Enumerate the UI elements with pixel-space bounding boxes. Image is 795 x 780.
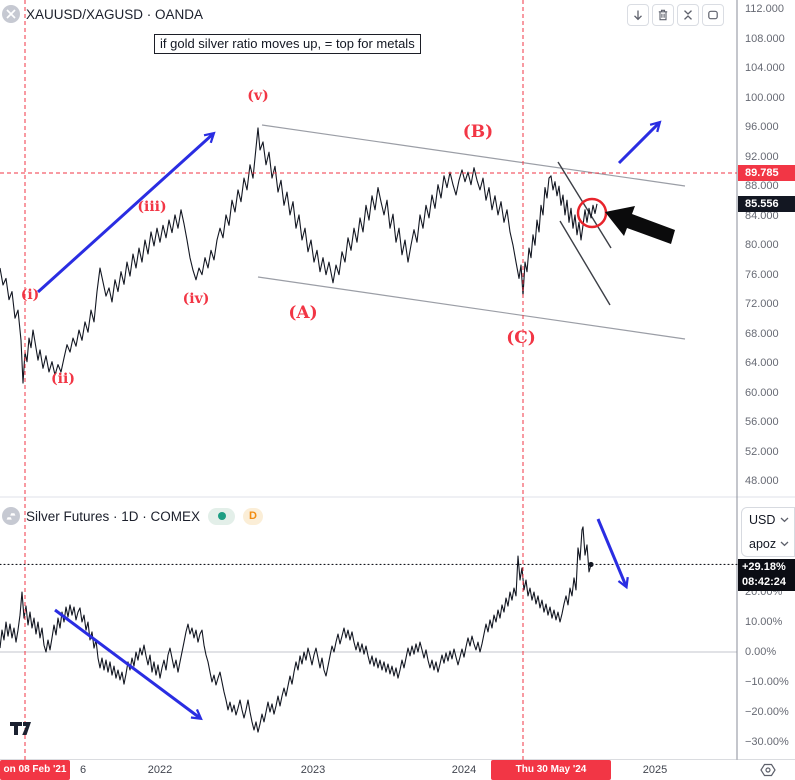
- silver-futures-logo-icon: [2, 507, 20, 525]
- wave-label: (ii): [51, 371, 75, 387]
- wave-label: (iv): [182, 291, 210, 307]
- bottom-symbol-title[interactable]: Silver Futures · 1D · COMEX: [26, 508, 201, 524]
- wave-label: (i): [20, 287, 40, 303]
- time-tick-label: 2022: [147, 764, 173, 776]
- percent-tick: −10.00%: [745, 676, 789, 688]
- price-tick: 76.000: [745, 268, 779, 281]
- percent-tick: −30.00%: [745, 736, 789, 748]
- top-series-line: [0, 127, 598, 384]
- trend-arrow: [54, 608, 203, 721]
- top-symbol-title[interactable]: XAUUSD/XAGUSD · OANDA: [26, 6, 204, 22]
- change-percent: +29.18%: [742, 561, 786, 574]
- time-marker-pill: Thu 30 May '24: [491, 760, 611, 780]
- delete-pane-button[interactable]: [652, 4, 674, 26]
- pointer-arrow: [605, 206, 675, 244]
- move-pane-down-button[interactable]: [627, 4, 649, 26]
- trend-channel-line: [261, 124, 686, 187]
- unit-dropdown-card: USD apoz: [741, 507, 795, 557]
- price-tick: 100.000: [745, 91, 785, 104]
- collapse-icon: [684, 10, 692, 20]
- time-axis[interactable]: on 08 Feb '21 6 2022 2023 2024 Thu 30 May '24…: [0, 760, 795, 780]
- percent-tick: −20.00%: [745, 706, 789, 718]
- price-tick: 72.000: [745, 298, 779, 311]
- currency-value: USD: [749, 513, 776, 527]
- last-value-dot: [588, 561, 594, 568]
- time-marker-pill: on 08 Feb '21: [0, 760, 70, 780]
- last-price-label: 85.556: [738, 196, 795, 213]
- trend-arrow: [596, 518, 629, 590]
- trash-icon: [658, 9, 668, 21]
- price-tick: 64.000: [745, 357, 779, 370]
- gear-hexagon-icon: [760, 763, 776, 777]
- price-tick: 68.000: [745, 327, 779, 340]
- price-tick: 92.000: [745, 150, 779, 163]
- price-tick: 80.000: [745, 239, 779, 252]
- wave-label: (v): [247, 88, 269, 104]
- bottom-pane-header: Silver Futures · 1D · COMEX D: [2, 507, 264, 525]
- wave-label: (C): [506, 328, 536, 348]
- price-tick: 52.000: [745, 445, 779, 458]
- bottom-series-line: [0, 526, 592, 733]
- teal-dot-icon: [217, 512, 226, 520]
- annotation-note-text[interactable]: if gold silver ratio moves up, = top for…: [154, 34, 421, 54]
- trend-arrow: [617, 120, 662, 165]
- pane-toolbar: [627, 4, 724, 26]
- countdown-time: 08:42:24: [742, 576, 787, 589]
- tradingview-logo[interactable]: [7, 721, 37, 741]
- wave-label: (iii): [137, 199, 167, 215]
- price-tick: 56.000: [745, 416, 779, 429]
- currency-dropdown[interactable]: USD: [742, 508, 794, 532]
- unit-value: apoz: [749, 537, 777, 551]
- wave-label: (B): [462, 122, 494, 142]
- trend-arrow: [36, 131, 216, 294]
- axis-settings-button[interactable]: [757, 762, 779, 780]
- top-pane-header: XAUUSD/XAGUSD · OANDA: [2, 5, 203, 23]
- time-tick-label: 2024: [451, 764, 477, 776]
- percent-tick: 10.00%: [745, 616, 783, 628]
- price-tick: 84.000: [745, 209, 779, 222]
- price-tick: 108.000: [745, 32, 785, 45]
- alert-price-label: 89.785: [738, 165, 795, 181]
- price-scale[interactable]: 112.000 108.000 104.000 100.000 96.000 92.000…: [738, 0, 795, 760]
- trend-channel-line: [257, 276, 686, 340]
- price-tick: 96.000: [745, 121, 779, 134]
- trend-channel-line: [559, 220, 611, 306]
- series-style-badge[interactable]: [208, 507, 236, 525]
- symbol-logo-icon: [2, 5, 20, 23]
- price-tick: 88.000: [745, 180, 779, 193]
- time-tick-label: 2023: [300, 764, 326, 776]
- maximize-pane-button[interactable]: [702, 4, 724, 26]
- price-tick: 60.000: [745, 386, 779, 399]
- wave-label: (A): [288, 303, 318, 323]
- tv-logo-icon: [10, 722, 31, 735]
- price-tick: 112.000: [745, 3, 784, 16]
- price-tick: 104.000: [745, 62, 785, 75]
- change-countdown-label: +29.18% 08:42:24: [738, 559, 795, 592]
- unit-dropdown[interactable]: apoz: [742, 532, 794, 556]
- arrow-down-icon: [634, 10, 642, 21]
- collapse-pane-button[interactable]: [677, 4, 699, 26]
- percent-tick: 0.00%: [745, 646, 777, 658]
- trend-channel-line: [557, 161, 612, 249]
- maximize-icon: [708, 10, 718, 20]
- time-tick-label: 2025: [642, 764, 668, 776]
- chevron-down-icon: [780, 541, 789, 547]
- time-tick-label: 6: [79, 764, 87, 776]
- interval-badge[interactable]: D: [243, 507, 264, 525]
- price-tick: 48.000: [745, 475, 779, 488]
- chevron-down-icon: [780, 517, 789, 523]
